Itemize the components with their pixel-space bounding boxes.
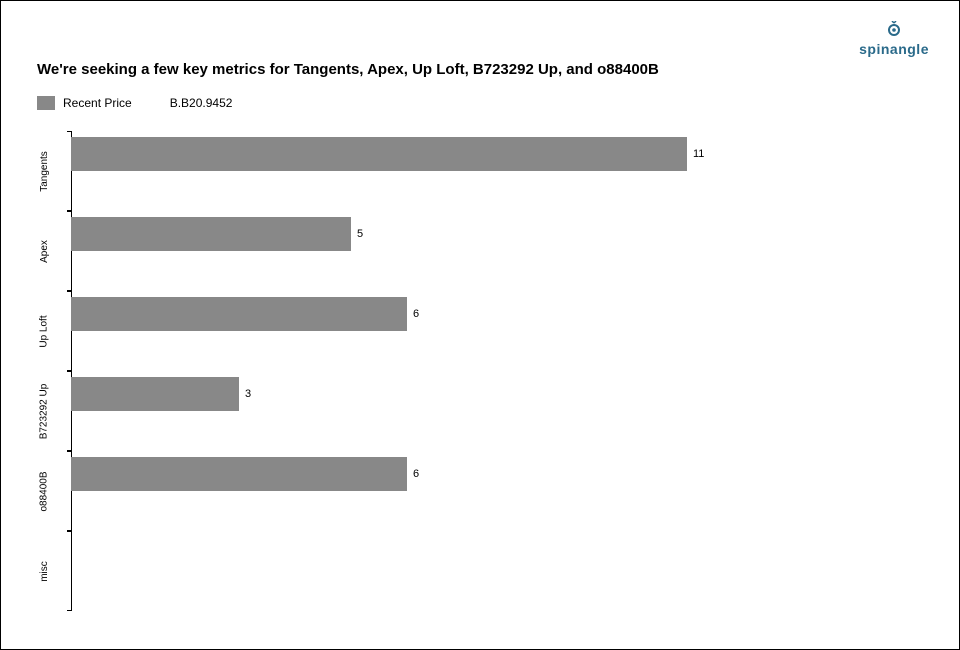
legend-label-0: Recent Price: [63, 96, 132, 110]
y-axis-label: Apex: [21, 211, 67, 291]
bar-value-label: 6: [407, 457, 419, 491]
bar: [71, 137, 687, 171]
bar-value-label: 6: [407, 297, 419, 331]
legend: Recent Price B.B20.9452: [37, 96, 232, 110]
chart-row: Apex5: [71, 211, 911, 291]
bar: [71, 377, 239, 411]
chart-row: o88400B6: [71, 451, 911, 531]
chart-row: Tangents11: [71, 131, 911, 211]
bar: [71, 217, 351, 251]
chart-row: B723292 Up3: [71, 371, 911, 451]
chart-row: misc: [71, 531, 911, 611]
bar-value-label: 3: [239, 377, 251, 411]
legend-label-1: B.B20.9452: [170, 96, 233, 110]
brand-name: spinangle: [859, 41, 929, 57]
y-axis-label: Up Loft: [21, 291, 67, 371]
bar-value-label: 11: [687, 137, 704, 171]
bar: [71, 297, 407, 331]
bar-value-label: 5: [351, 217, 363, 251]
bar-chart: Tangents11Apex5Up Loft6B723292 Up3o88400…: [71, 131, 911, 621]
chart-row: Up Loft6: [71, 291, 911, 371]
brand-logo: spinangle: [859, 21, 929, 57]
bar: [71, 457, 407, 491]
y-axis-label: B723292 Up: [21, 371, 67, 451]
y-axis-label: Tangents: [21, 131, 67, 211]
y-axis-label: misc: [21, 531, 67, 611]
y-axis-label: o88400B: [21, 451, 67, 531]
legend-swatch-0: [37, 96, 55, 110]
spinangle-icon: [883, 21, 905, 39]
chart-title: We're seeking a few key metrics for Tang…: [37, 61, 659, 78]
